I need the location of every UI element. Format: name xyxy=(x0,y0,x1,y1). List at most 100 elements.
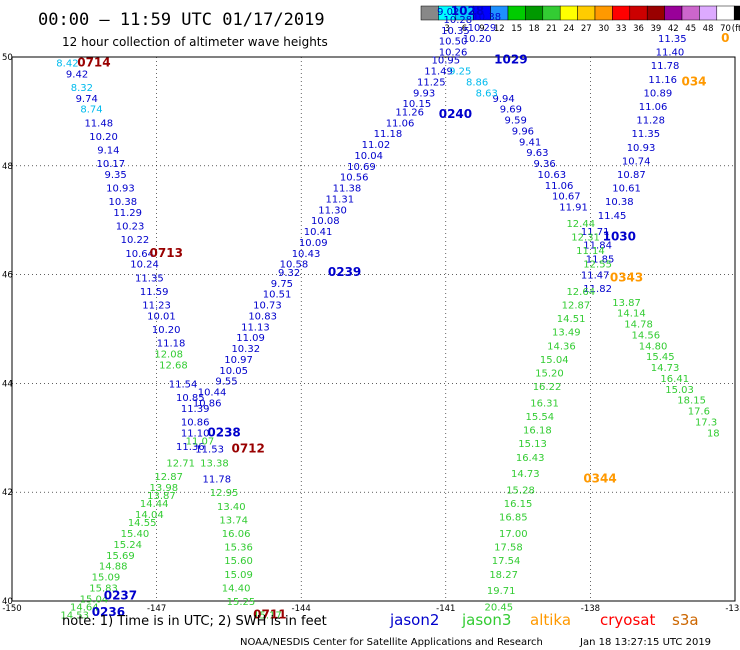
chart-title: 00:00 – 11:59 UTC 01/17/2019 xyxy=(38,10,325,30)
wave-height-point: 9.41 xyxy=(519,137,541,148)
wave-height-point: 11.06 xyxy=(545,181,574,192)
wave-height-point: 11.23 xyxy=(142,301,171,312)
wave-height-point: 9.25 xyxy=(449,67,471,78)
wave-height-point: 15.20 xyxy=(535,369,564,380)
wave-height-point: 10.67 xyxy=(552,192,581,203)
wave-height-point: 11.13 xyxy=(241,322,270,333)
wave-height-point: 14.80 xyxy=(639,341,668,352)
color-scale-label: 3 xyxy=(444,24,449,34)
wave-height-point: 16.15 xyxy=(504,499,533,510)
wave-height-point: 10.58 xyxy=(280,260,309,271)
wave-height-point: 11.49 xyxy=(424,67,453,78)
wave-height-point: 11.71 xyxy=(581,227,610,238)
color-scale-swatch xyxy=(681,5,700,21)
color-scale-label: 39 xyxy=(650,24,661,34)
wave-height-point: 10.83 xyxy=(248,311,277,322)
pass-time-label: 0714 xyxy=(77,55,110,69)
wave-height-point: 11.30 xyxy=(318,205,347,216)
x-tick-label: -135 xyxy=(725,604,740,614)
wave-height-point: 15.28 xyxy=(506,485,535,496)
pass-time-label: 0711 xyxy=(253,608,286,622)
timestamp-text: Jan 18 13:27:15 UTC 2019 xyxy=(579,637,711,648)
color-scale-swatch xyxy=(559,5,578,21)
wave-height-point: 15.04 xyxy=(540,355,569,366)
wave-height-point: 15.69 xyxy=(106,551,135,562)
wave-height-point: 14.56 xyxy=(632,330,661,341)
pass-time-label: 034 xyxy=(681,74,706,88)
color-scale-swatch xyxy=(629,5,648,21)
wave-height-point: 12.87 xyxy=(154,472,183,483)
wave-height-point: 10.87 xyxy=(617,170,646,181)
wave-height-point: 10.41 xyxy=(304,227,333,238)
wave-height-point: 9.02 xyxy=(437,7,459,18)
wave-height-point: 15.40 xyxy=(121,529,150,540)
color-scale-swatch xyxy=(507,5,526,21)
wave-height-point: 10.26 xyxy=(439,48,468,59)
wave-height-point: 16.41 xyxy=(660,374,689,385)
wave-height-point: 18 xyxy=(707,428,720,439)
wave-height-point: 15.13 xyxy=(518,439,547,450)
wave-height-point: 11.85 xyxy=(586,254,615,265)
wave-height-point: 15.09 xyxy=(224,570,253,581)
wave-height-point: 10.38 xyxy=(472,12,501,23)
wave-height-point: 10.86 xyxy=(193,398,222,409)
y-tick-label: 44 xyxy=(2,379,13,389)
pass-time-label: 0237 xyxy=(104,589,137,603)
wave-height-point: 10.56 xyxy=(340,173,369,184)
wave-height-point: 10.86 xyxy=(181,417,210,428)
wave-height-point: 11.18 xyxy=(157,339,186,350)
axis-ticks: -150 -147 -144 -141 -138 -135 40 42 44 46 48 50 xyxy=(2,53,740,614)
wave-height-point: 13.38 xyxy=(200,458,229,469)
wave-height-point: 11.35 xyxy=(658,34,687,45)
wave-height-point: 10.85 xyxy=(176,393,205,404)
wave-height-point: 11.06 xyxy=(639,102,668,113)
wave-height-point: 11.02 xyxy=(362,140,391,151)
wave-height-point: 10.38 xyxy=(109,197,138,208)
pass-time-label: 0344 xyxy=(583,472,616,486)
wave-height-point: 13.74 xyxy=(219,515,248,526)
wave-height-point: 14.78 xyxy=(624,320,653,331)
wave-height-point: 10.20 xyxy=(89,132,118,143)
grid-lines xyxy=(12,57,735,601)
color-scale-label: 18 xyxy=(529,24,540,34)
wave-height-point: 14.40 xyxy=(222,583,251,594)
wave-height-point: 10.01 xyxy=(147,311,176,322)
wave-height-point: 18.27 xyxy=(489,570,518,581)
wave-height-point: 10.38 xyxy=(605,197,634,208)
color-scale-label: 24 xyxy=(563,24,574,34)
color-scale-label: 36 xyxy=(633,24,644,34)
wave-height-point: 12.71 xyxy=(166,458,195,469)
x-tick-label: -138 xyxy=(581,604,600,614)
satellite-legend-cryosat: cryosat xyxy=(600,611,655,629)
wave-height-point: 10.89 xyxy=(644,88,673,99)
wave-height-point: 10.08 xyxy=(311,216,340,227)
wave-height-point: 17.6 xyxy=(688,407,710,418)
x-tick-label: -150 xyxy=(2,604,21,614)
wave-height-point: 10.32 xyxy=(231,344,260,355)
wave-height-point: 19.71 xyxy=(487,586,516,597)
wave-height-point: 13.40 xyxy=(217,502,246,513)
wave-height-point: 10.43 xyxy=(292,249,321,260)
wave-height-point: 12.87 xyxy=(562,301,591,312)
y-tick-label: 46 xyxy=(2,271,13,281)
pass-time-label: 1030 xyxy=(603,230,636,244)
wave-height-point: 9.74 xyxy=(76,94,98,105)
wave-height-point: 15.54 xyxy=(525,412,554,423)
wave-height-point: 12.55 xyxy=(583,260,612,271)
wave-height-point: 10.24 xyxy=(130,260,159,271)
wave-height-point: 18.15 xyxy=(677,396,706,407)
y-tick-label: 42 xyxy=(2,488,13,498)
pass-time-label: 0236 xyxy=(92,605,125,619)
color-scale-swatch xyxy=(577,5,596,21)
wave-height-point: 11.54 xyxy=(169,379,198,390)
wave-height-point: 11.78 xyxy=(651,61,680,72)
wave-height-point: 13.98 xyxy=(150,483,179,494)
y-tick-label: 40 xyxy=(2,597,13,607)
wave-height-point: 10.20 xyxy=(152,325,181,336)
color-scale-swatch xyxy=(542,5,561,21)
wave-height-point: 10.69 xyxy=(347,162,376,173)
wave-height-point: 10.05 xyxy=(219,366,248,377)
wave-height-point: 10.23 xyxy=(116,222,145,233)
wave-height-point: 11.06 xyxy=(386,118,415,129)
pass-time-label: 0239 xyxy=(328,265,361,279)
